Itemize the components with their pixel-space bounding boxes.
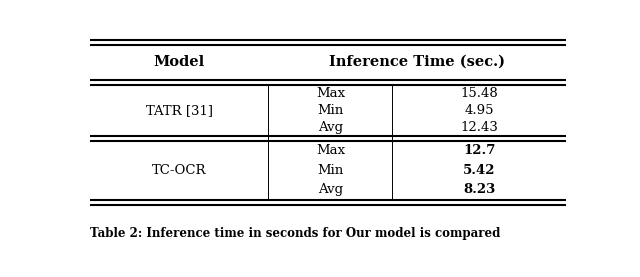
Text: 15.48: 15.48 xyxy=(460,87,498,100)
Text: Min: Min xyxy=(317,164,344,177)
Text: Avg: Avg xyxy=(318,183,343,196)
Text: Min: Min xyxy=(317,104,344,117)
Text: Max: Max xyxy=(316,144,345,157)
Text: TC-OCR: TC-OCR xyxy=(152,164,207,177)
Text: Table 2: Inference time in seconds for Our model is compared: Table 2: Inference time in seconds for O… xyxy=(90,227,500,240)
Text: 4.95: 4.95 xyxy=(465,104,494,117)
Text: Avg: Avg xyxy=(318,121,343,134)
Text: 12.43: 12.43 xyxy=(460,121,498,134)
Text: 12.7: 12.7 xyxy=(463,144,495,157)
Text: TATR [31]: TATR [31] xyxy=(146,104,212,117)
Text: Inference Time (sec.): Inference Time (sec.) xyxy=(329,55,506,69)
Text: 5.42: 5.42 xyxy=(463,164,495,177)
Text: Max: Max xyxy=(316,87,345,100)
Text: 8.23: 8.23 xyxy=(463,183,495,196)
Text: Model: Model xyxy=(154,55,205,69)
